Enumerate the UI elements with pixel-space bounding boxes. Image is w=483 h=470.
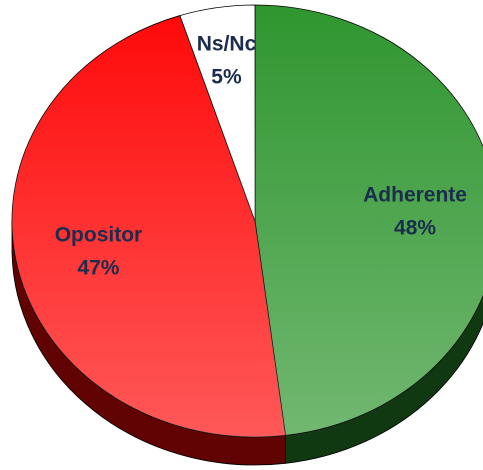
slice-label: Ns/Nc xyxy=(197,33,257,56)
slice-value-label: 48% xyxy=(394,217,436,240)
slice-shine xyxy=(11,15,286,438)
slice-value-label: 5% xyxy=(211,66,242,89)
slice-shine xyxy=(255,5,483,436)
slice-side-shade xyxy=(12,221,286,465)
slice-label: Opositor xyxy=(55,224,143,247)
slice-label: Adherente xyxy=(363,184,467,207)
slice-side-shade xyxy=(285,295,483,464)
slice-shine xyxy=(179,5,255,221)
slice-value-label: 47% xyxy=(77,257,119,280)
